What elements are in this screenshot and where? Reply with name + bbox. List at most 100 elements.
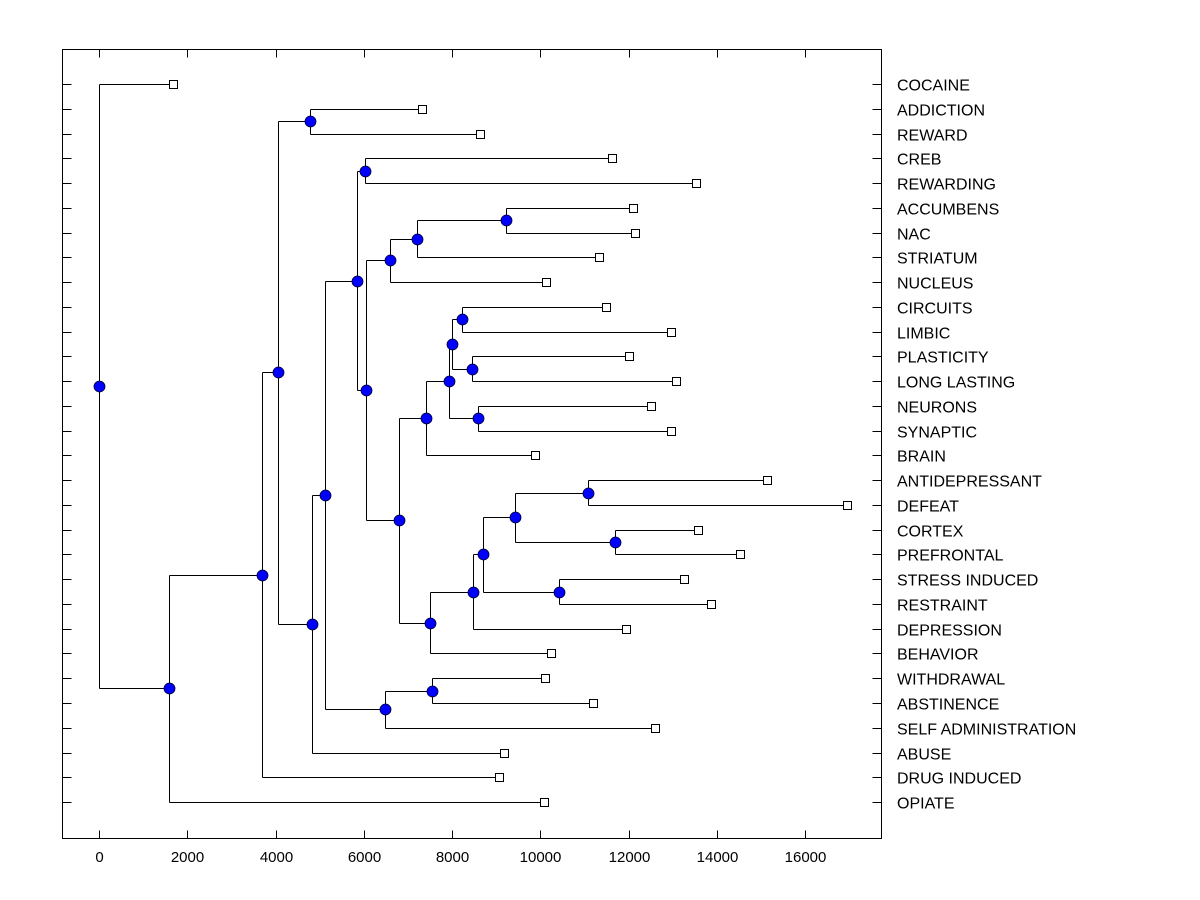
cluster-node-q	[424, 617, 437, 630]
leaf-marker-withdrawal	[541, 674, 550, 683]
leaf-label: LIMBIC	[897, 326, 950, 343]
x-tick-label: 8000	[436, 849, 469, 866]
cluster-node-ab	[609, 536, 622, 549]
x-tick-label: 10000	[520, 849, 562, 866]
cluster-node-m	[393, 514, 406, 527]
cluster-node-g	[351, 275, 364, 288]
leaf-label: CORTEX	[897, 524, 964, 541]
cluster-node-e	[306, 618, 319, 631]
leaf-label: STRESS INDUCED	[897, 573, 1038, 590]
cluster-node-r	[443, 375, 456, 388]
leaf-label: ACCUMBENS	[897, 202, 999, 219]
cluster-node-k	[360, 384, 373, 397]
x-axis-tick-labels: 0 2000 4000 6000 8000 10000 12000 14000 16000	[95, 849, 826, 866]
leaf-label: ADDICTION	[897, 103, 985, 120]
axis-ticks	[62, 49, 882, 839]
leaf-marker-neurons	[647, 402, 656, 411]
cluster-node-o	[500, 214, 513, 227]
leaf-marker-reward	[476, 130, 485, 139]
leaf-marker-nucleus	[542, 278, 551, 287]
cluster-node-l	[384, 254, 397, 267]
leaf-marker-depression	[622, 625, 631, 634]
leaf-label: CIRCUITS	[897, 301, 973, 318]
cluster-node-s	[446, 338, 459, 351]
leaf-marker-defeat	[843, 501, 852, 510]
leaf-marker-long-lasting	[672, 377, 681, 386]
leaf-label: ABUSE	[897, 747, 951, 764]
leaf-label: BRAIN	[897, 449, 946, 466]
x-tick-label: 6000	[348, 849, 381, 866]
leaf-marker-creb	[608, 154, 617, 163]
cluster-node-a	[163, 682, 176, 695]
cluster-node-h	[379, 703, 392, 716]
leaf-label: DRUG INDUCED	[897, 771, 1021, 788]
cluster-node-root	[93, 380, 106, 393]
leaf-label: OPIATE	[897, 796, 955, 813]
leaf-marker-cocaine	[169, 80, 178, 89]
leaf-label: DEFEAT	[897, 499, 959, 516]
leaf-marker-cortex	[694, 526, 703, 535]
cluster-node-z	[553, 586, 566, 599]
leaf-marker-brain	[531, 451, 540, 460]
leaf-marker-behavior	[547, 649, 556, 658]
leaf-marker-limbic	[667, 328, 676, 337]
leaf-label: REWARDING	[897, 177, 996, 194]
cluster-node-w	[467, 586, 480, 599]
leaf-marker-accumbens	[629, 204, 638, 213]
leaf-marker-antidepressant	[763, 476, 772, 485]
leaf-labels: COCAINE ADDICTION REWARD CREB REWARDING ACCUM…	[897, 78, 1076, 813]
leaf-marker-stress-induced	[680, 575, 689, 584]
cluster-node-n	[411, 233, 424, 246]
leaf-label: DEPRESSION	[897, 623, 1002, 640]
leaf-label: CREB	[897, 152, 941, 169]
leaf-label: PREFRONTAL	[897, 548, 1003, 565]
leaf-marker-self-administration	[651, 724, 660, 733]
cluster-node-t	[472, 412, 485, 425]
leaf-label: RESTRAINT	[897, 598, 988, 615]
cluster-node-b	[256, 569, 269, 582]
leaf-label: REWARD	[897, 128, 968, 145]
leaf-marker-prefrontal	[736, 550, 745, 559]
leaf-label: BEHAVIOR	[897, 647, 979, 664]
leaf-label: LONG LASTING	[897, 375, 1015, 392]
leaf-marker-abstinence	[589, 699, 598, 708]
cluster-node-f	[319, 489, 332, 502]
leaf-label: SELF ADMINISTRATION	[897, 722, 1076, 739]
leaf-label: NAC	[897, 227, 931, 244]
leaf-label: NEURONS	[897, 400, 977, 417]
x-tick-label: 4000	[260, 849, 293, 866]
leaf-label: NUCLEUS	[897, 276, 973, 293]
leaf-label: SYNAPTIC	[897, 425, 977, 442]
cluster-node-u	[456, 313, 469, 326]
cluster-node-c	[272, 366, 285, 379]
leaf-marker-abuse	[500, 749, 509, 758]
x-tick-label: 0	[95, 849, 103, 866]
cluster-node-j	[359, 165, 372, 178]
leaf-label: ANTIDEPRESSANT	[897, 474, 1042, 491]
leaf-marker-rewarding	[692, 179, 701, 188]
leaf-marker-drug-induced	[495, 773, 504, 782]
leaf-marker-synaptic	[667, 427, 676, 436]
leaf-marker-striatum	[595, 253, 604, 262]
cluster-node-d	[304, 115, 317, 128]
cluster-node-x	[477, 548, 490, 561]
cluster-node-y	[509, 511, 522, 524]
leaf-label: COCAINE	[897, 78, 970, 95]
dendrogram-links	[99, 84, 844, 803]
leaf-markers	[169, 80, 852, 807]
leaf-marker-circuits	[602, 303, 611, 312]
leaf-label: ABSTINENCE	[897, 697, 999, 714]
leaf-marker-plasticity	[625, 352, 634, 361]
cluster-node-v	[466, 363, 479, 376]
leaf-marker-restraint	[707, 600, 716, 609]
cluster-nodes	[93, 115, 622, 716]
leaf-label: PLASTICITY	[897, 350, 989, 367]
leaf-marker-opiate	[540, 798, 549, 807]
plot-frame	[62, 49, 882, 839]
cluster-node-i	[426, 685, 439, 698]
x-tick-label: 14000	[697, 849, 739, 866]
x-tick-label: 2000	[171, 849, 204, 866]
x-tick-label: 16000	[785, 849, 827, 866]
leaf-marker-addiction	[418, 105, 427, 114]
